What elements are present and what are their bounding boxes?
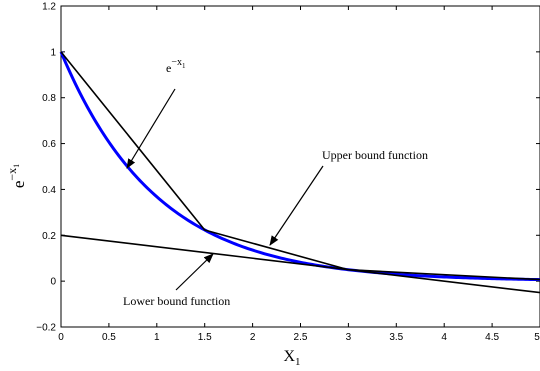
x-tick-label: 5 bbox=[534, 332, 540, 343]
y-tick-label: 0.8 bbox=[42, 93, 56, 104]
y-axis-label: e−x1 bbox=[5, 164, 28, 188]
x-tick-label: 3 bbox=[346, 332, 352, 343]
x-axis: 0 0.5 1 1.5 2 2.5 3 3.5 4 4.5 5 bbox=[58, 6, 540, 343]
y-tick-label: 1.2 bbox=[42, 2, 56, 13]
series-upper-bound bbox=[60, 51, 540, 281]
x-tick-label: 1.5 bbox=[198, 332, 212, 343]
x-axis-label-main: X bbox=[283, 348, 295, 365]
x-axis-label-sub: 1 bbox=[295, 356, 301, 368]
exp-annotation-label: e−x1 bbox=[166, 57, 186, 75]
y-tick-label: 1 bbox=[50, 47, 56, 58]
x-tick-label: 1 bbox=[154, 332, 160, 343]
x-tick-label: 0 bbox=[58, 332, 64, 343]
series-lower-bound bbox=[60, 234, 540, 294]
series-exp-curve bbox=[59, 51, 540, 282]
x-tick-label: 2 bbox=[250, 332, 256, 343]
x-tick-label: 2.5 bbox=[294, 332, 308, 343]
plot-area bbox=[60, 5, 540, 328]
y-axis-label-sup-sub: 1 bbox=[12, 164, 21, 168]
exp-annotation-base: e bbox=[166, 61, 171, 75]
x-axis-label: X1 bbox=[283, 348, 300, 368]
lower-annotation-label: Lower bound function bbox=[123, 294, 230, 308]
y-tick-label: 0.4 bbox=[42, 185, 56, 196]
upper-annotation-arrow bbox=[269, 165, 324, 246]
y-axis-label-main: e bbox=[9, 181, 28, 189]
y-tick-label: 0.6 bbox=[42, 139, 56, 150]
x-tick-label: 4.5 bbox=[485, 332, 499, 343]
svg-text:e−x1: e−x1 bbox=[5, 164, 28, 188]
y-tick-label: −0.2 bbox=[36, 323, 56, 334]
y-tick-label: 0.2 bbox=[42, 231, 56, 242]
series-layer bbox=[59, 51, 540, 294]
x-tick-label: 0.5 bbox=[102, 332, 116, 343]
upper-annotation-label: Upper bound function bbox=[322, 148, 428, 162]
y-tick-label: 0 bbox=[50, 277, 56, 288]
x-tick-label: 3.5 bbox=[389, 332, 403, 343]
exp-annotation-arrow bbox=[126, 88, 176, 169]
y-axis-label-sup: −x bbox=[5, 168, 19, 181]
lower-annotation-arrow bbox=[175, 253, 214, 291]
y-axis: −0.2 0 0.2 0.4 0.6 0.8 1 1.2 bbox=[36, 2, 540, 334]
exp-annotation-sup: −x bbox=[171, 57, 182, 68]
x-tick-label: 4 bbox=[441, 332, 447, 343]
exp-annotation-sup-sub: 1 bbox=[182, 62, 186, 70]
